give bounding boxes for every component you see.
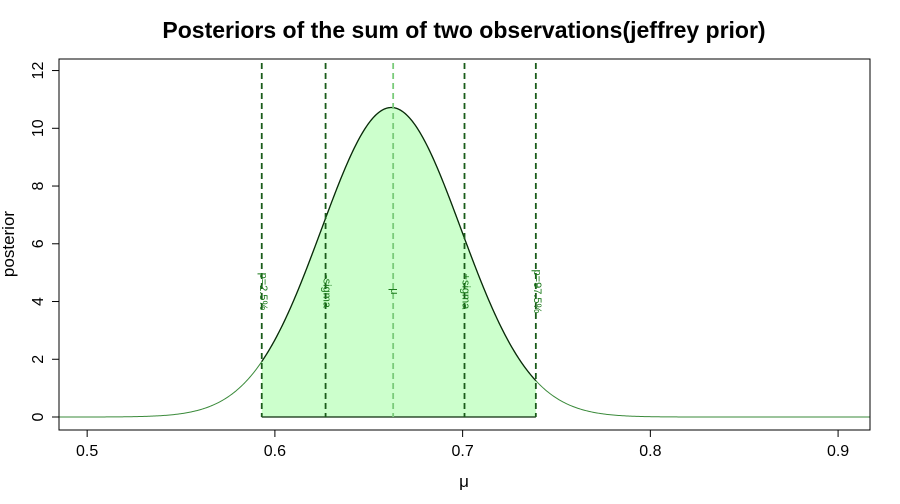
chart-title: Posteriors of the sum of two observation… — [162, 17, 765, 43]
y-tick-label-5: 10 — [30, 119, 47, 137]
y-tick-label-6: 12 — [30, 62, 47, 80]
plot-area: p=2.5% -sigma μ +sigma p=97.5% — [59, 63, 870, 418]
vline-label-2: μ — [388, 288, 400, 294]
y-tick-label-4: 8 — [30, 181, 47, 190]
y-tick-label-1: 2 — [30, 355, 47, 364]
vline-label-3: +sigma — [460, 274, 472, 311]
vline-label-1: -sigma — [321, 275, 333, 309]
x-tick-label-3: 0.8 — [639, 443, 661, 460]
y-tick-label-2: 4 — [30, 297, 47, 306]
vline-label-4: p=97.5% — [531, 270, 543, 314]
y-axis-label: posterior — [0, 211, 18, 277]
plot-frame — [58, 58, 871, 431]
x-tick-label-4: 0.9 — [827, 443, 849, 460]
y-tick-label-0: 0 — [30, 412, 47, 421]
posterior-curve-interval — [261, 106, 537, 382]
vline-label-0: p=2.5% — [257, 273, 269, 311]
x-tick-label-2: 0.7 — [451, 443, 473, 460]
y-tick-label-3: 6 — [30, 239, 47, 248]
x-tick-label-1: 0.6 — [264, 443, 286, 460]
credible-interval-area — [261, 107, 536, 418]
x-tick-label-0: 0.5 — [76, 443, 98, 460]
x-axis-label: μ — [459, 472, 469, 491]
axes: 0.5 0.6 0.7 0.8 0.9 0 2 4 6 8 10 12 — [30, 58, 871, 460]
